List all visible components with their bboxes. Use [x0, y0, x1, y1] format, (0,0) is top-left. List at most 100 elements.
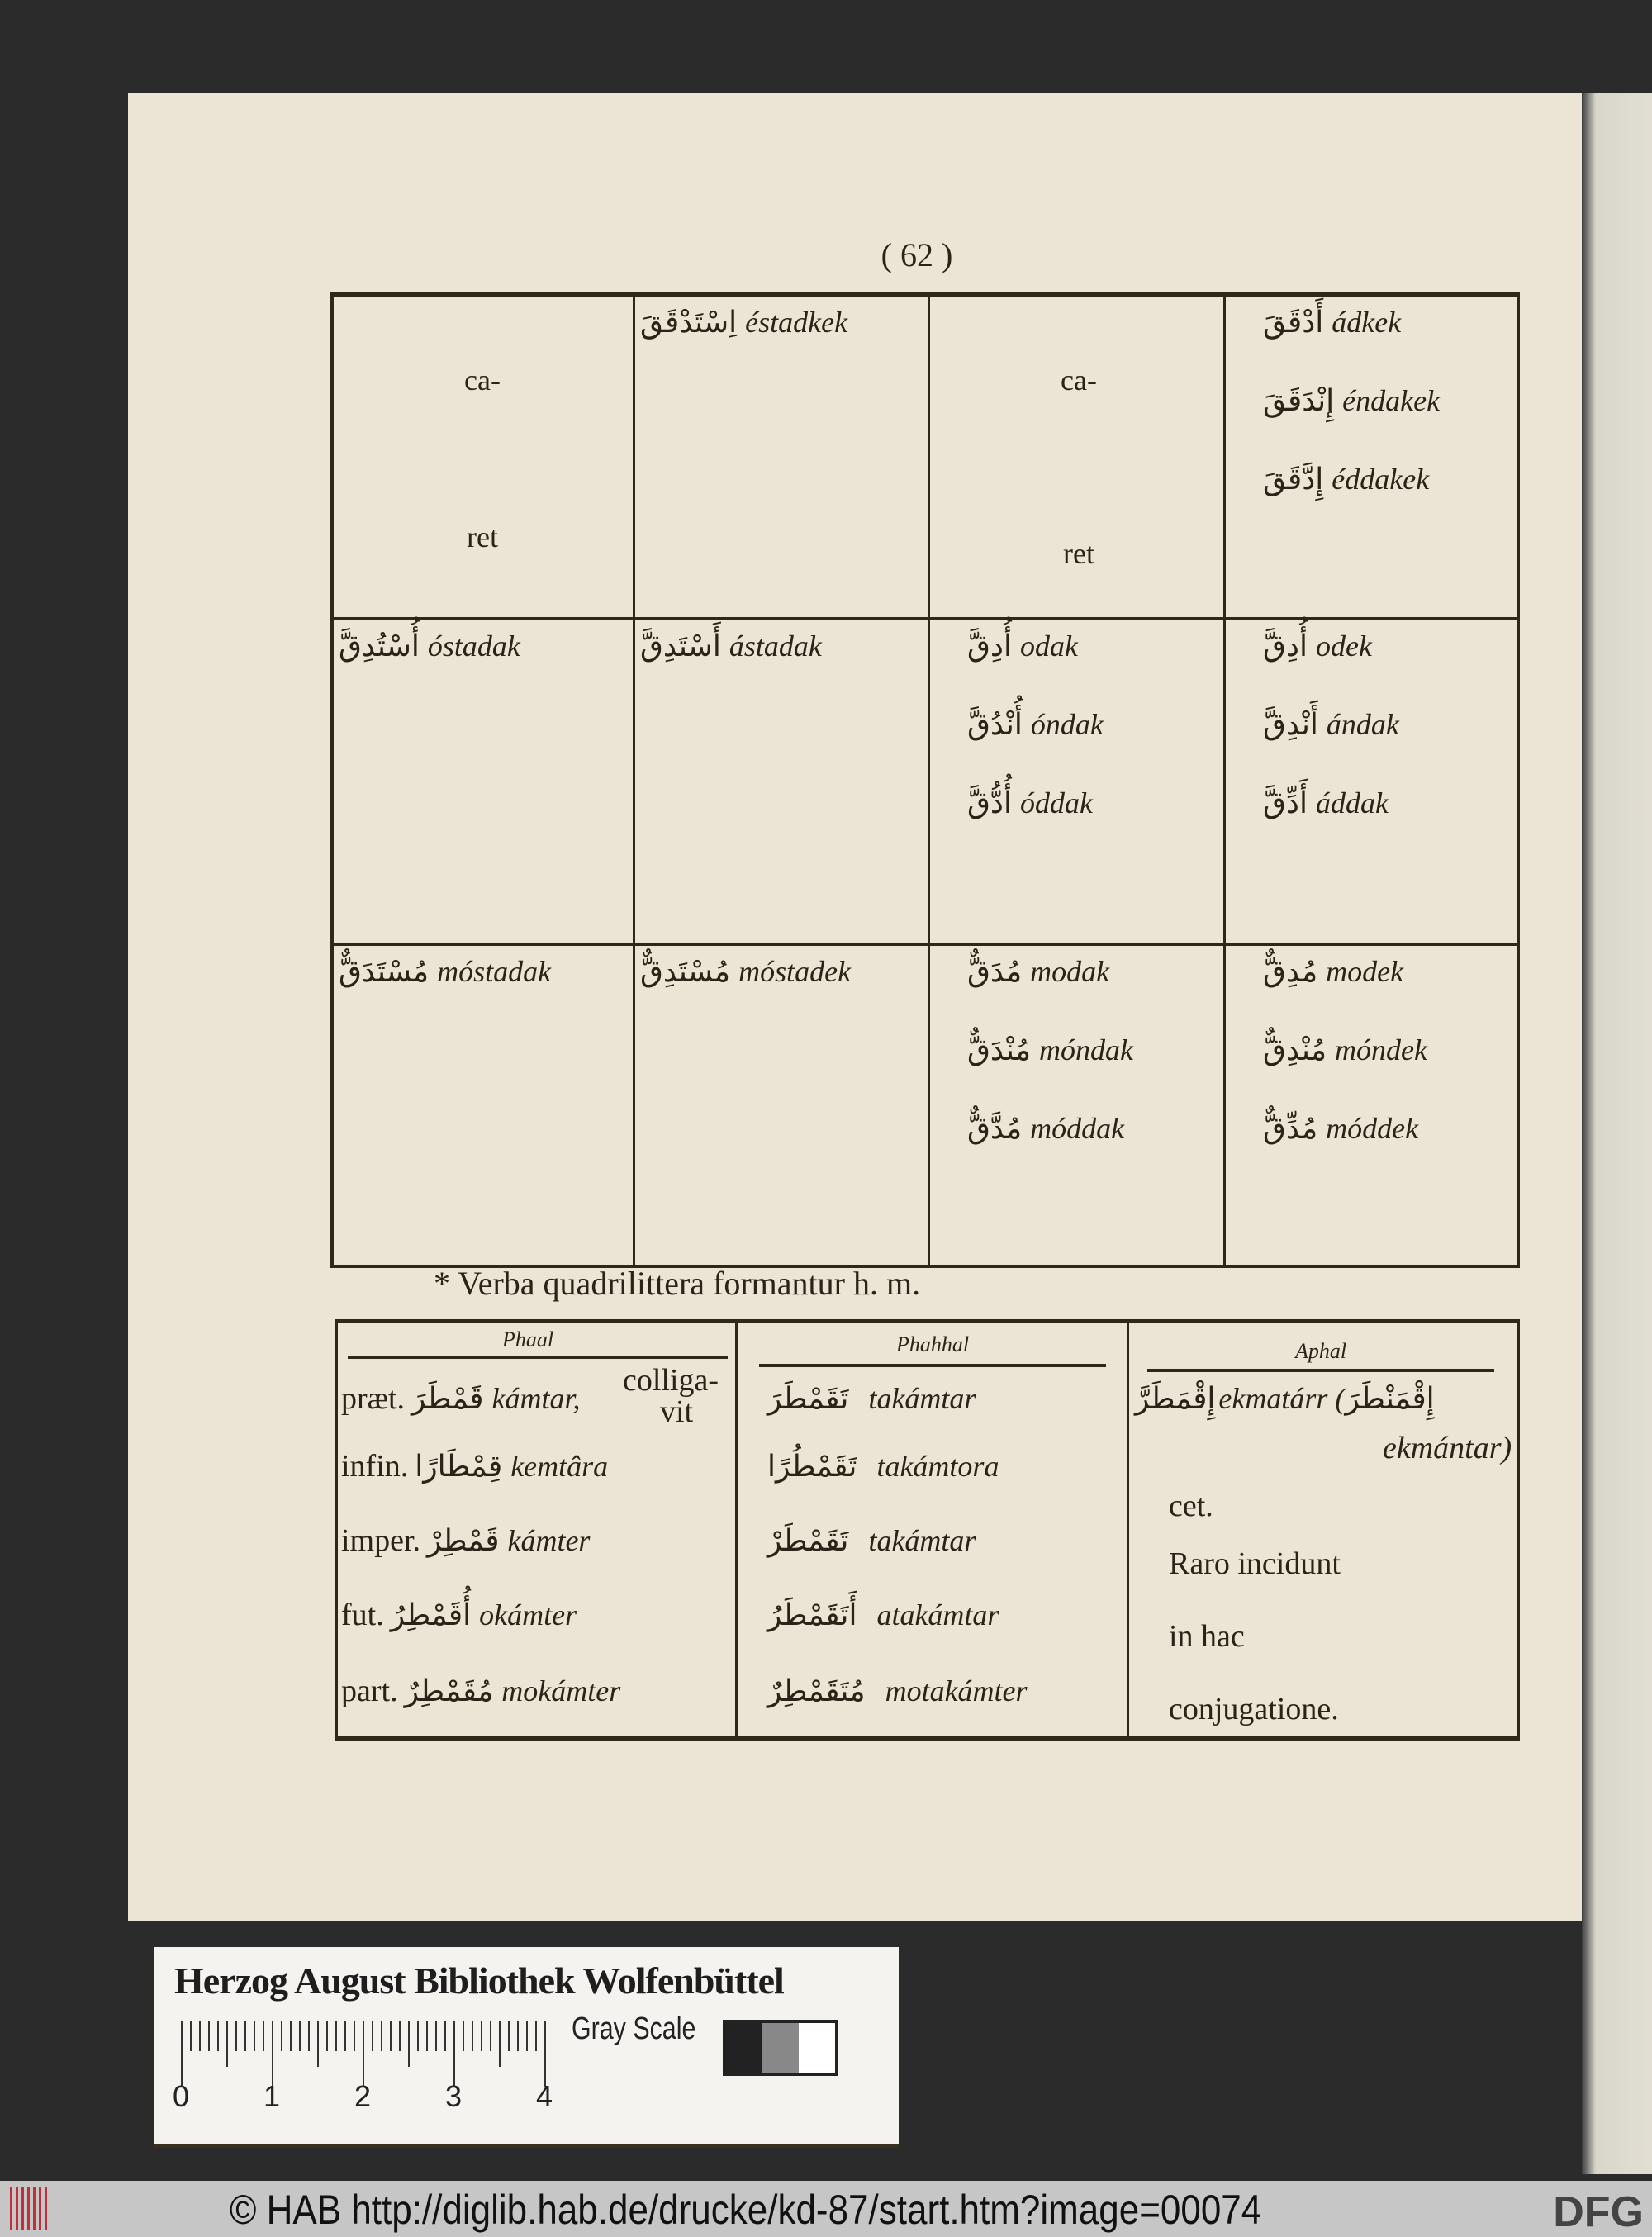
aphal-note: Raro incidunt: [1169, 1546, 1341, 1581]
row-aphal: إِقْمَطَرَّ ekmatárr (إِقْمَنْطَرَ: [1135, 1380, 1435, 1417]
arabic-form: مُنْدِقٌّ: [1263, 1033, 1327, 1067]
transliteration: atakámtar: [876, 1598, 999, 1631]
transliteration: mokámter: [501, 1674, 621, 1707]
table-cell-line: أَنْدِقَّ ándak: [1263, 684, 1399, 765]
ruler-tick: [254, 2021, 255, 2051]
arabic-form: أُنْدُقَّ: [967, 708, 1023, 742]
arabic-form: مُسْتَدِقٌّ: [640, 955, 731, 989]
gloss-vit: vit: [660, 1394, 694, 1429]
transliteration: ekmántar): [1383, 1431, 1512, 1465]
ruler-tick: [190, 2021, 192, 2051]
arabic-form: اِسْتَدْقَقَ: [640, 306, 738, 340]
ruler-tick: [399, 2021, 401, 2051]
ruler-tick: [463, 2021, 464, 2051]
dfg-logo: DFG: [1553, 2188, 1644, 2236]
ruler-tick: [354, 2021, 355, 2051]
arabic-form: مُقَمْطِرٌ: [404, 1674, 494, 1708]
ruler-number: 1: [263, 2079, 281, 2113]
table-cell-line: أَدْقَقَ ádkek: [1263, 282, 1401, 363]
transliteration: móndek: [1334, 1033, 1427, 1066]
ruler-tick: [299, 2021, 301, 2051]
table-cell-line: أُدُّقَّ óddak: [967, 762, 1093, 843]
arabic-form: أُدُّقَّ: [967, 786, 1012, 820]
table-cell-line: أَدِّقَّ áddak: [1263, 762, 1389, 843]
arabic-form: أُدِقَّ: [967, 629, 1012, 663]
tense-label: fut.: [341, 1598, 384, 1632]
table-cell-line: أَسْتَدِقَّ ástadak: [640, 606, 822, 686]
ruler-tick: [544, 2021, 546, 2087]
ruler-tick: [208, 2021, 210, 2051]
table-cell-line: أُنْدُقَّ óndak: [967, 684, 1104, 765]
ruler-tick: [263, 2021, 264, 2051]
transliteration: motakámter: [885, 1674, 1028, 1707]
ruler-tick: [390, 2021, 392, 2051]
arabic-form: مُدَقٌّ: [967, 955, 1023, 989]
row-phaal: part. مُقَمْطِرٌ mokámter: [341, 1673, 620, 1709]
arabic-form: مُدَّقٌّ: [967, 1112, 1023, 1146]
table-cell-line: مُسْتَدَقٌّ móstadak: [339, 931, 551, 1012]
ruler-tick: [426, 2021, 428, 2051]
arabic-form: إِنْدَقَقَ: [1263, 384, 1335, 418]
hab-logo-icon: [10, 2187, 50, 2230]
ruler-number: 0: [173, 2079, 190, 2113]
transliteration: odak: [1019, 629, 1078, 663]
book-page: [128, 93, 1582, 1921]
table-cell-line: أُسْتُدِقَّ óstadak: [339, 606, 520, 686]
footer-bar: © HAB http://diglib.hab.de/drucke/kd-87/…: [0, 2181, 1652, 2237]
arabic-form: أَدِّقَّ: [1263, 786, 1308, 820]
table-cell-line: أُدِقَّ odek: [1263, 606, 1372, 686]
ruler-tick: [517, 2021, 519, 2051]
transliteration: óstadak: [427, 629, 520, 663]
cell-text: ret: [1063, 537, 1094, 570]
ruler-tick: [417, 2021, 419, 2051]
gray-scale-label: Gray Scale: [572, 2011, 696, 2046]
arabic-form: أُسْتُدِقَّ: [339, 629, 420, 663]
transliteration: ádkek: [1332, 306, 1402, 339]
tense-label: præt.: [341, 1381, 406, 1416]
ruler-tick: [281, 2021, 282, 2051]
card-title: Herzog August Bibliothek Wolfenbüttel: [174, 1959, 785, 2002]
ruler-tick: [272, 2021, 273, 2087]
transliteration: óndak: [1030, 708, 1104, 741]
table-cell-line: إِدَّقَقَ éddakek: [1263, 439, 1429, 520]
arabic-form: إِقْمَنْطَرَ: [1345, 1382, 1435, 1416]
ruler-tick: [490, 2021, 491, 2051]
cell-text: ca-: [464, 363, 501, 397]
transliteration: móndak: [1038, 1033, 1133, 1066]
arabic-form: تَقَمْطُرًا: [767, 1450, 857, 1484]
upper-conjugation-table: ca-ret اِسْتَدْقَقَ éstadkek ca-ret أَدْقَقَ…: [330, 292, 1520, 1268]
transliteration: kámter: [507, 1524, 591, 1557]
row-phaal: imper. قَمْطِرْ kámter: [341, 1522, 590, 1559]
cell-text: ca-: [1061, 363, 1097, 397]
table-cell-line: مُنْدِقٌّ móndek: [1263, 1009, 1427, 1090]
ruler-tick: [335, 2021, 337, 2051]
transliteration: áddak: [1315, 786, 1389, 819]
arabic-form: أَنْدِقَّ: [1263, 708, 1318, 742]
table-cell-line: مُنْدَقٌّ móndak: [967, 1009, 1133, 1090]
aphal-note: cet.: [1169, 1489, 1213, 1523]
arabic-form: مُدِّقٌّ: [1263, 1112, 1318, 1146]
row-phahhal: مُتَقَمْطِرٌ motakámter: [767, 1673, 1028, 1709]
transliteration: modek: [1326, 955, 1404, 988]
arabic-form: تَقَمْطَرْ: [767, 1524, 849, 1558]
ruler-tick: [181, 2021, 183, 2087]
arabic-form: مُنْدَقٌّ: [967, 1033, 1031, 1067]
transliteration: takámtar: [868, 1524, 976, 1557]
arabic-form: أَتَقَمْطَرُ: [767, 1598, 857, 1632]
arabic-form: مُتَقَمْطِرٌ: [767, 1674, 866, 1708]
tense-label: part.: [341, 1674, 398, 1708]
table-cell-line: مُدِقٌّ modek: [1263, 931, 1403, 1012]
ruler-tick: [535, 2021, 537, 2051]
ruler-tick: [344, 2021, 346, 2051]
footer-copyright-link[interactable]: © HAB http://diglib.hab.de/drucke/kd-87/…: [230, 2187, 1262, 2233]
ruler-tick: [226, 2021, 228, 2067]
arabic-form: قَمْطِرْ: [427, 1524, 500, 1558]
ruler-tick: [317, 2021, 319, 2067]
table-cell-line: إِنْدَقَقَ éndakek: [1263, 360, 1440, 441]
row-phahhal: تَقَمْطَرْ takámtar: [767, 1522, 976, 1559]
page-number: ( 62 ): [881, 236, 953, 273]
ruler-tick: [435, 2021, 437, 2051]
ruler-number: 2: [354, 2079, 372, 2113]
ruler-tick: [381, 2021, 382, 2051]
lower-conjugation-table: Phaal Phahhal Aphal præt. قَمْطَرَ kámtar,…: [335, 1319, 1520, 1741]
